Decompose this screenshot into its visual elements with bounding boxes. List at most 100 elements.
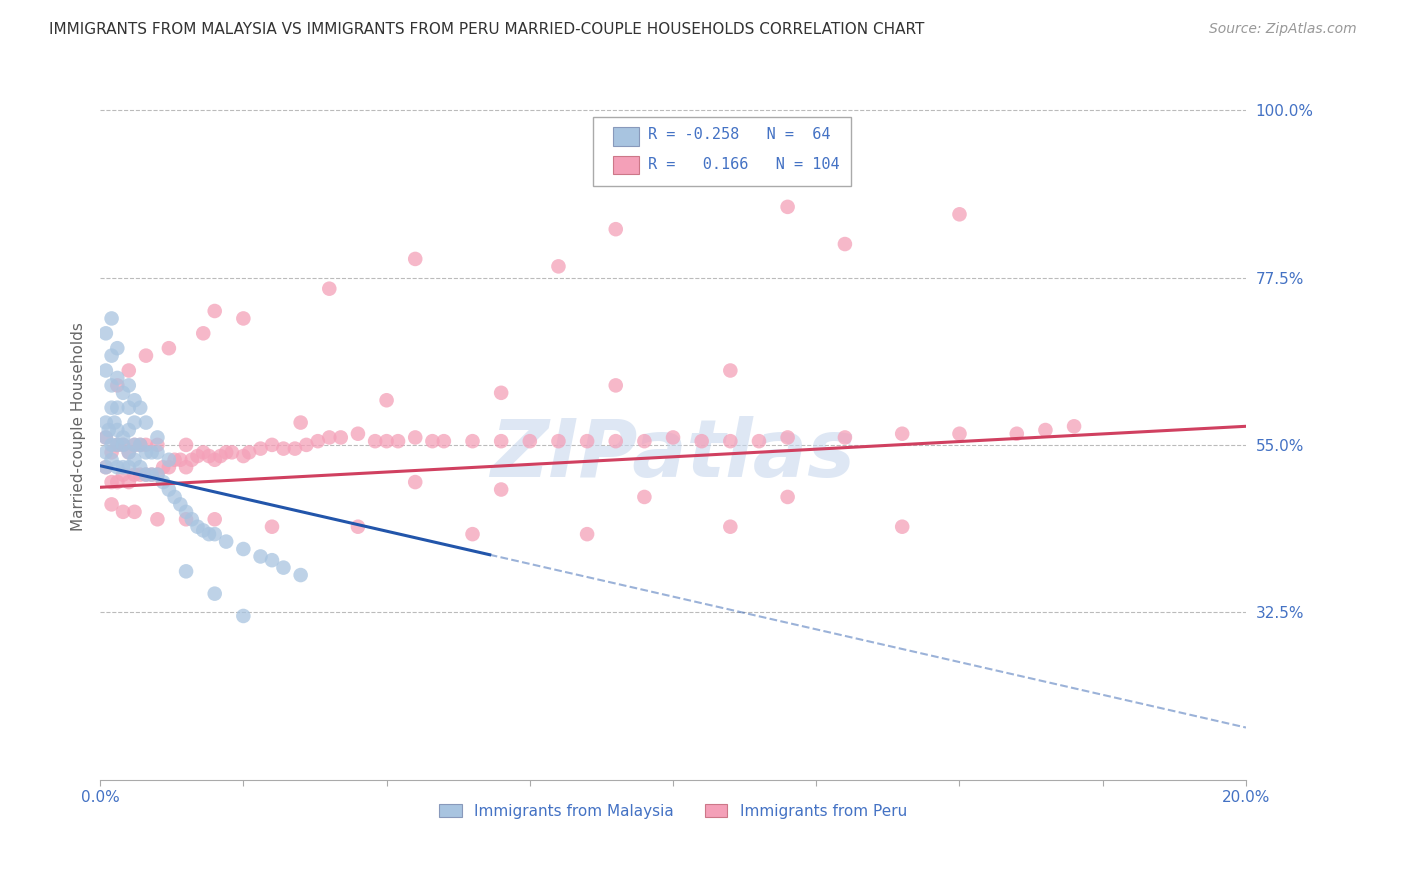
Text: R = -0.258   N =  64: R = -0.258 N = 64	[648, 127, 831, 142]
Point	[186, 449, 208, 463]
Point	[232, 311, 254, 326]
Point	[100, 378, 122, 392]
Point	[174, 438, 197, 452]
Point	[249, 549, 271, 564]
Point	[232, 449, 254, 463]
Point	[204, 527, 226, 541]
Point	[193, 445, 215, 459]
Point	[329, 430, 352, 444]
Point	[105, 438, 128, 452]
Point	[129, 438, 152, 452]
Point	[152, 460, 174, 475]
Point	[105, 401, 128, 415]
Point	[129, 438, 152, 452]
Point	[198, 527, 221, 541]
Point	[135, 467, 157, 482]
Point	[387, 434, 409, 449]
Point	[94, 430, 117, 444]
Point	[100, 445, 122, 459]
Point	[273, 560, 295, 574]
Point	[748, 434, 770, 449]
Point	[146, 467, 169, 482]
Point	[112, 467, 135, 482]
Point	[97, 423, 120, 437]
Point	[347, 426, 370, 441]
Point	[204, 512, 226, 526]
Point	[489, 483, 512, 497]
Point	[232, 609, 254, 624]
Point	[100, 349, 122, 363]
Point	[605, 434, 627, 449]
Point	[174, 512, 197, 526]
Point	[94, 460, 117, 475]
Point	[124, 438, 146, 452]
Point	[180, 452, 202, 467]
Point	[157, 452, 180, 467]
Point	[124, 438, 146, 452]
Point	[193, 326, 215, 341]
Point	[576, 527, 599, 541]
Point	[135, 349, 157, 363]
Y-axis label: Married-couple Households: Married-couple Households	[72, 322, 86, 531]
Point	[718, 434, 741, 449]
Point	[193, 524, 215, 538]
Point	[232, 541, 254, 556]
Point	[112, 460, 135, 475]
Point	[547, 260, 569, 274]
Point	[94, 416, 117, 430]
Point	[118, 460, 141, 475]
Point	[948, 207, 970, 221]
Point	[690, 434, 713, 449]
Point	[94, 363, 117, 377]
Point	[129, 401, 152, 415]
Point	[118, 363, 141, 377]
Point	[94, 445, 117, 459]
FancyBboxPatch shape	[613, 128, 638, 145]
Point	[1005, 426, 1028, 441]
Point	[249, 442, 271, 456]
Point	[146, 445, 169, 459]
Point	[461, 434, 484, 449]
Text: ZIPatlas: ZIPatlas	[491, 416, 855, 493]
Point	[260, 519, 283, 533]
Point	[307, 434, 329, 449]
Point	[146, 438, 169, 452]
Point	[141, 445, 163, 459]
Point	[157, 341, 180, 355]
Point	[141, 467, 163, 482]
Point	[318, 430, 340, 444]
Point	[461, 527, 484, 541]
Point	[404, 475, 426, 489]
Point	[105, 423, 128, 437]
Point	[124, 505, 146, 519]
Point	[135, 445, 157, 459]
Point	[891, 426, 914, 441]
Point	[364, 434, 387, 449]
Point	[141, 467, 163, 482]
Point	[204, 587, 226, 601]
Point	[105, 460, 128, 475]
Point	[834, 237, 856, 252]
Point	[318, 282, 340, 296]
Point	[100, 497, 122, 511]
Point	[118, 445, 141, 459]
Point	[215, 445, 238, 459]
Point	[157, 483, 180, 497]
Point	[174, 505, 197, 519]
Point	[1063, 419, 1085, 434]
Point	[124, 452, 146, 467]
Point	[157, 460, 180, 475]
Point	[489, 434, 512, 449]
Point	[174, 565, 197, 579]
Point	[375, 393, 398, 408]
Point	[633, 490, 655, 504]
Point	[404, 430, 426, 444]
Point	[100, 438, 122, 452]
FancyBboxPatch shape	[613, 156, 638, 174]
Point	[169, 497, 191, 511]
Point	[105, 475, 128, 489]
Point	[776, 430, 799, 444]
Point	[146, 512, 169, 526]
Point	[103, 416, 125, 430]
Point	[152, 475, 174, 489]
